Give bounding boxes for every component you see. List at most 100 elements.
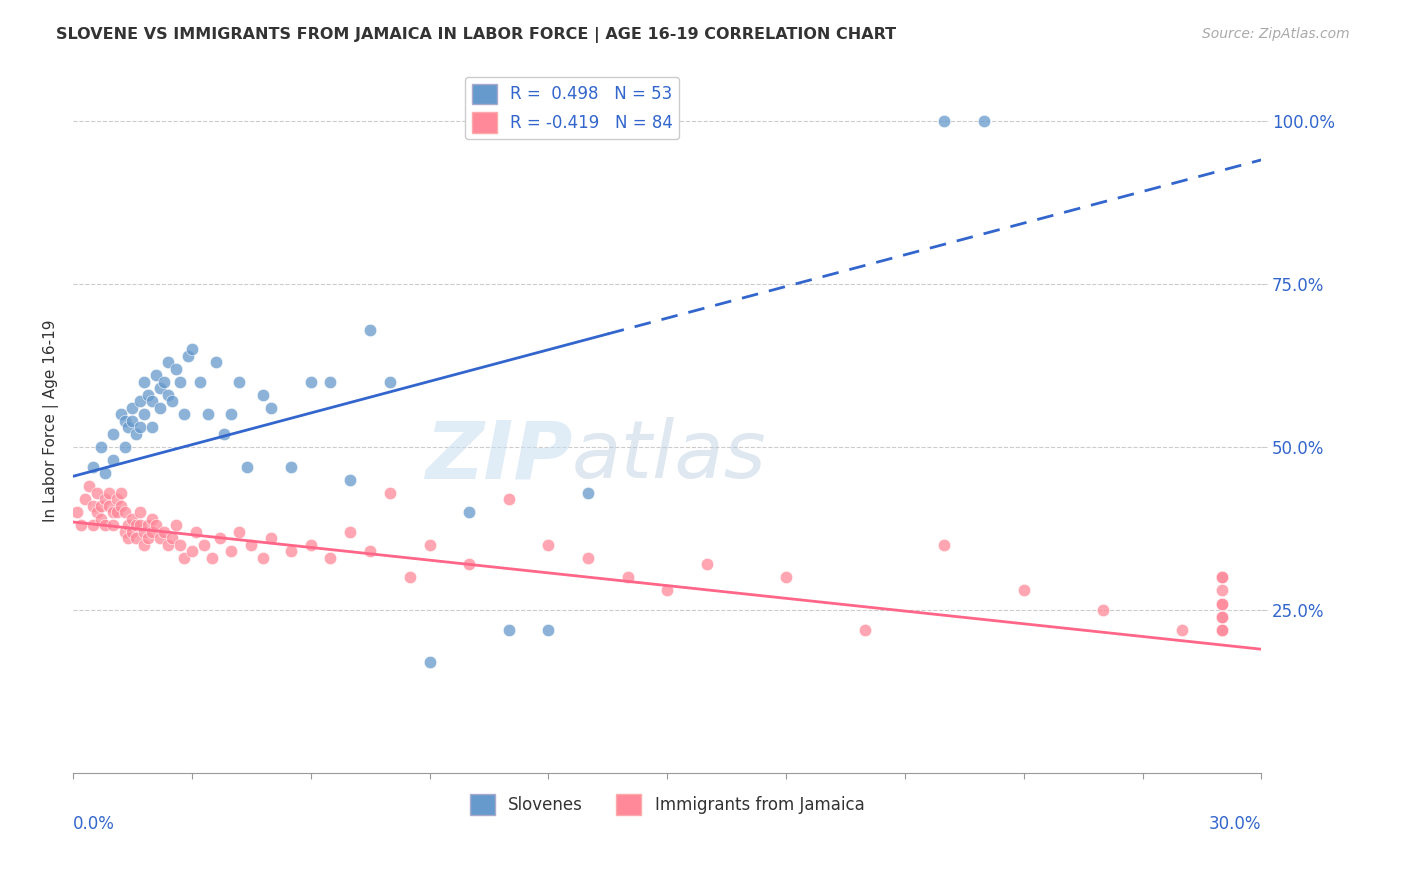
Point [537,538,560,552]
Point [184,524,207,539]
Point [73,492,96,507]
Point [180,544,202,558]
Point [1211,609,1233,624]
Point [228,524,250,539]
Point [339,473,361,487]
Point [149,381,172,395]
Point [696,558,718,572]
Point [141,524,163,539]
Point [90,440,112,454]
Text: Source: ZipAtlas.com: Source: ZipAtlas.com [1202,27,1350,41]
Point [125,531,148,545]
Point [973,113,995,128]
Point [134,407,156,421]
Point [160,531,183,545]
Point [169,538,191,552]
Point [1211,597,1233,611]
Point [934,113,956,128]
Point [1171,623,1194,637]
Point [93,492,115,507]
Point [260,531,283,545]
Point [173,550,195,565]
Point [90,499,112,513]
Point [136,531,159,545]
Text: atlas: atlas [572,417,766,495]
Point [201,550,224,565]
Point [93,518,115,533]
Point [134,538,156,552]
Point [299,375,322,389]
Point [418,655,440,669]
Point [86,485,108,500]
Point [204,355,226,369]
Point [177,349,200,363]
Point [173,407,195,421]
Point [141,420,163,434]
Point [280,544,302,558]
Point [129,420,152,434]
Point [82,518,104,533]
Point [114,440,136,454]
Point [1091,603,1114,617]
Legend: Slovenes, Immigrants from Jamaica: Slovenes, Immigrants from Jamaica [463,788,872,822]
Point [576,485,599,500]
Point [458,505,481,519]
Point [1211,623,1233,637]
Point [125,426,148,441]
Point [208,531,231,545]
Y-axis label: In Labor Force | Age 16-19: In Labor Force | Age 16-19 [44,319,59,522]
Point [121,524,143,539]
Point [775,570,797,584]
Text: 30.0%: 30.0% [1209,815,1261,833]
Point [136,388,159,402]
Point [77,479,100,493]
Point [934,538,956,552]
Point [145,368,167,383]
Point [359,544,381,558]
Point [121,512,143,526]
Point [149,401,172,415]
Point [117,518,139,533]
Point [319,550,342,565]
Point [82,499,104,513]
Point [280,459,302,474]
Point [157,388,180,402]
Point [101,505,124,519]
Point [165,518,187,533]
Point [101,518,124,533]
Point [136,518,159,533]
Point [188,375,211,389]
Point [117,531,139,545]
Point [160,394,183,409]
Point [145,518,167,533]
Point [134,524,156,539]
Point [1211,623,1233,637]
Point [101,453,124,467]
Point [359,322,381,336]
Point [105,505,128,519]
Point [240,538,263,552]
Point [1211,597,1233,611]
Point [121,414,143,428]
Text: 0.0%: 0.0% [73,815,115,833]
Point [86,505,108,519]
Point [129,518,152,533]
Point [105,492,128,507]
Point [1211,570,1233,584]
Point [114,524,136,539]
Point [616,570,638,584]
Point [97,485,120,500]
Point [169,375,191,389]
Point [193,538,215,552]
Point [101,426,124,441]
Point [134,375,156,389]
Point [82,459,104,474]
Point [299,538,322,552]
Point [221,407,243,421]
Point [252,388,274,402]
Point [165,361,187,376]
Point [149,531,172,545]
Text: ZIP: ZIP [425,417,572,495]
Point [260,401,283,415]
Point [125,518,148,533]
